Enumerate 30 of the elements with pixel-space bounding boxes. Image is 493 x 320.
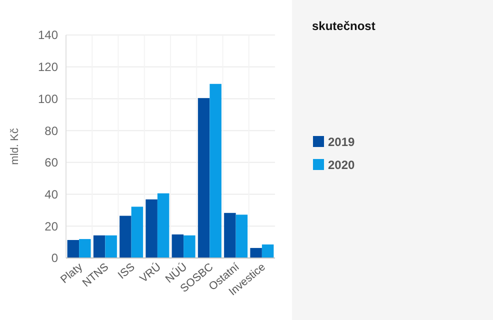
y-tick-label: 40 bbox=[44, 187, 58, 202]
y-tick-label: 140 bbox=[38, 28, 58, 42]
bar bbox=[146, 199, 158, 258]
x-tick-label: VRÚ bbox=[137, 260, 164, 286]
bar bbox=[120, 216, 132, 258]
bar bbox=[198, 98, 210, 258]
y-axis-title: mld. Kč bbox=[9, 128, 21, 165]
y-tick-label: 60 bbox=[44, 156, 58, 170]
x-tick-label: ISS bbox=[116, 261, 138, 282]
bar bbox=[157, 193, 170, 258]
legend-label: 2020 bbox=[328, 158, 356, 172]
legend-label: 2019 bbox=[328, 135, 356, 149]
bar bbox=[131, 206, 144, 258]
bar bbox=[210, 84, 222, 258]
bar bbox=[172, 234, 184, 258]
y-tick-label: 120 bbox=[38, 60, 58, 74]
legend-title: skutečnost bbox=[312, 19, 376, 33]
bar bbox=[262, 244, 274, 258]
bar bbox=[79, 239, 91, 258]
bar bbox=[93, 235, 106, 258]
y-tick-label: 20 bbox=[44, 219, 58, 234]
bar bbox=[184, 235, 196, 258]
bar bbox=[236, 214, 248, 258]
y-tick-label: 80 bbox=[44, 124, 58, 138]
bar bbox=[250, 248, 262, 258]
bar bbox=[105, 235, 117, 258]
bar bbox=[67, 240, 80, 258]
y-tick-label: 100 bbox=[38, 92, 58, 106]
y-tick-label: 0 bbox=[51, 251, 58, 266]
bar bbox=[224, 212, 236, 258]
